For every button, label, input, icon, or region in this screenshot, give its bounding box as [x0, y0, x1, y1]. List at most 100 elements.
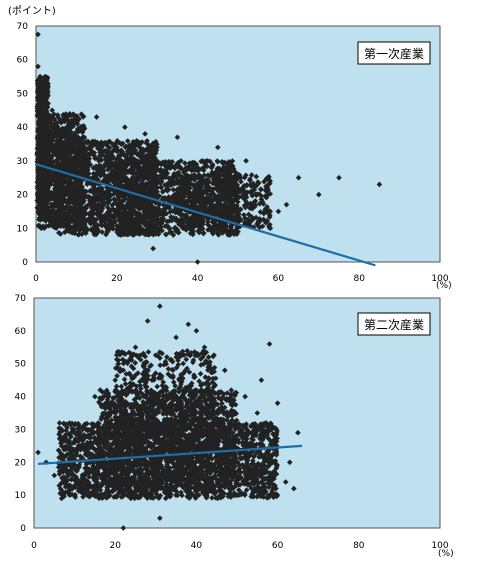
data-point	[316, 191, 322, 198]
data-point	[107, 152, 114, 159]
data-point	[124, 168, 130, 174]
y-tick-label: 60	[15, 327, 27, 337]
data-point	[137, 149, 143, 156]
data-point	[62, 157, 69, 164]
data-point	[195, 195, 202, 201]
data-point	[116, 160, 122, 167]
y-tick-label: 70	[15, 294, 27, 304]
data-point	[112, 167, 119, 174]
data-point	[78, 159, 85, 166]
data-point	[198, 174, 205, 180]
data-point	[181, 224, 188, 230]
data-point	[154, 224, 160, 231]
data-point	[35, 222, 42, 229]
data-point	[84, 164, 90, 171]
data-point	[109, 174, 116, 180]
data-point	[104, 200, 110, 206]
data-point	[62, 207, 68, 213]
data-point	[241, 188, 248, 195]
data-point	[113, 201, 120, 207]
data-point	[41, 199, 48, 205]
data-point	[200, 230, 207, 236]
data-point	[120, 216, 127, 223]
x-tick-label: 60	[272, 541, 284, 551]
data-point	[178, 173, 185, 180]
data-point	[97, 155, 103, 162]
data-point	[97, 173, 104, 179]
data-point	[220, 172, 227, 179]
data-point	[105, 175, 112, 181]
data-point	[43, 123, 50, 130]
data-point	[234, 184, 241, 191]
data-point	[77, 161, 83, 168]
data-point	[129, 231, 135, 237]
data-point	[38, 170, 45, 177]
data-point	[54, 112, 61, 118]
data-point	[264, 204, 270, 210]
data-point	[137, 172, 144, 179]
data-point	[136, 161, 142, 168]
data-point	[91, 223, 97, 230]
data-point	[266, 212, 273, 219]
data-point	[241, 174, 248, 181]
data-point	[227, 162, 233, 168]
data-point	[168, 195, 175, 202]
data-point	[34, 89, 41, 95]
data-point	[64, 166, 71, 172]
data-point	[245, 211, 252, 218]
data-point	[177, 199, 183, 206]
data-point	[194, 448, 200, 455]
data-point	[269, 459, 276, 466]
data-point	[194, 193, 201, 199]
data-point	[186, 173, 193, 180]
data-point	[41, 156, 47, 163]
x-tick-label: 40	[192, 274, 204, 284]
data-point	[65, 218, 72, 225]
data-point	[57, 187, 64, 193]
data-point	[196, 224, 202, 230]
data-point	[164, 203, 170, 210]
data-point	[201, 206, 207, 213]
data-point	[97, 152, 103, 159]
data-point	[160, 171, 167, 178]
data-point	[195, 227, 202, 234]
data-point	[218, 226, 224, 232]
data-point	[115, 180, 121, 186]
data-point	[102, 148, 109, 154]
data-point	[83, 193, 90, 200]
data-point	[214, 230, 221, 236]
x-tick-label: 40	[191, 541, 203, 551]
data-point	[217, 222, 224, 229]
data-point	[124, 138, 131, 144]
data-point	[123, 157, 130, 163]
data-point	[215, 170, 222, 177]
data-point	[60, 177, 67, 184]
data-point	[275, 208, 282, 215]
data-point	[97, 169, 103, 175]
data-point	[51, 208, 58, 215]
data-point	[128, 228, 134, 234]
data-point	[54, 193, 60, 199]
data-point	[85, 138, 91, 145]
data-point	[81, 148, 87, 155]
data-point	[122, 189, 129, 196]
data-point	[146, 149, 153, 155]
data-point	[67, 187, 74, 193]
data-point	[35, 102, 42, 109]
data-point	[143, 218, 150, 225]
data-point	[127, 205, 134, 212]
data-point	[41, 225, 47, 232]
data-point	[114, 138, 121, 144]
data-point	[122, 192, 128, 199]
data-point	[125, 200, 131, 206]
data-point	[160, 208, 167, 215]
data-point	[255, 179, 261, 185]
data-point	[37, 144, 44, 151]
x-axis: 0 20 40 60 80 100	[33, 274, 449, 284]
x-unit-label: (%)	[436, 281, 452, 291]
data-point	[197, 198, 203, 205]
data-point	[167, 165, 173, 171]
data-point	[127, 151, 134, 157]
data-point	[47, 158, 54, 165]
data-point	[100, 168, 106, 175]
